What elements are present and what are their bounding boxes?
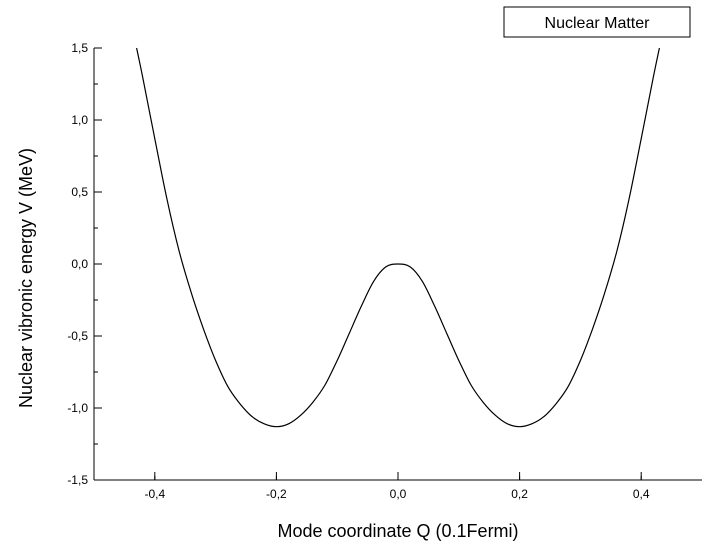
y-tick-label: -1,0 <box>67 401 88 415</box>
axis-tick-labels: -0,4 -0,2 0,0 0,2 0,4 -1,5 -1,0 -0,5 0,0 0,5 1,0 1,… <box>67 41 650 501</box>
x-tick-label: 0,0 <box>390 487 407 501</box>
y-axis-title: Nuclear vibronic energy V (MeV) <box>16 148 36 408</box>
x-tick-label: 0,2 <box>511 487 528 501</box>
y-tick-label: 0,5 <box>71 185 88 199</box>
x-axis-title: Mode coordinate Q (0.1Fermi) <box>277 521 518 541</box>
y-tick-label: -0,5 <box>67 329 88 343</box>
y-tick-label: -1,5 <box>67 473 88 487</box>
x-tick-label: -0,2 <box>266 487 287 501</box>
legend-label: Nuclear Matter <box>545 15 651 32</box>
legend: Nuclear Matter <box>503 6 691 38</box>
x-tick-label: 0,4 <box>633 487 650 501</box>
legend-box <box>503 6 691 38</box>
y-tick-label: 1,5 <box>71 41 88 55</box>
y-tick-label: 0,0 <box>71 257 88 271</box>
x-tick-label: -0,4 <box>144 487 165 501</box>
y-tick-label: 1,0 <box>71 113 88 127</box>
axis-ticks <box>94 47 642 481</box>
series-line-nuclear-matter <box>136 47 660 428</box>
